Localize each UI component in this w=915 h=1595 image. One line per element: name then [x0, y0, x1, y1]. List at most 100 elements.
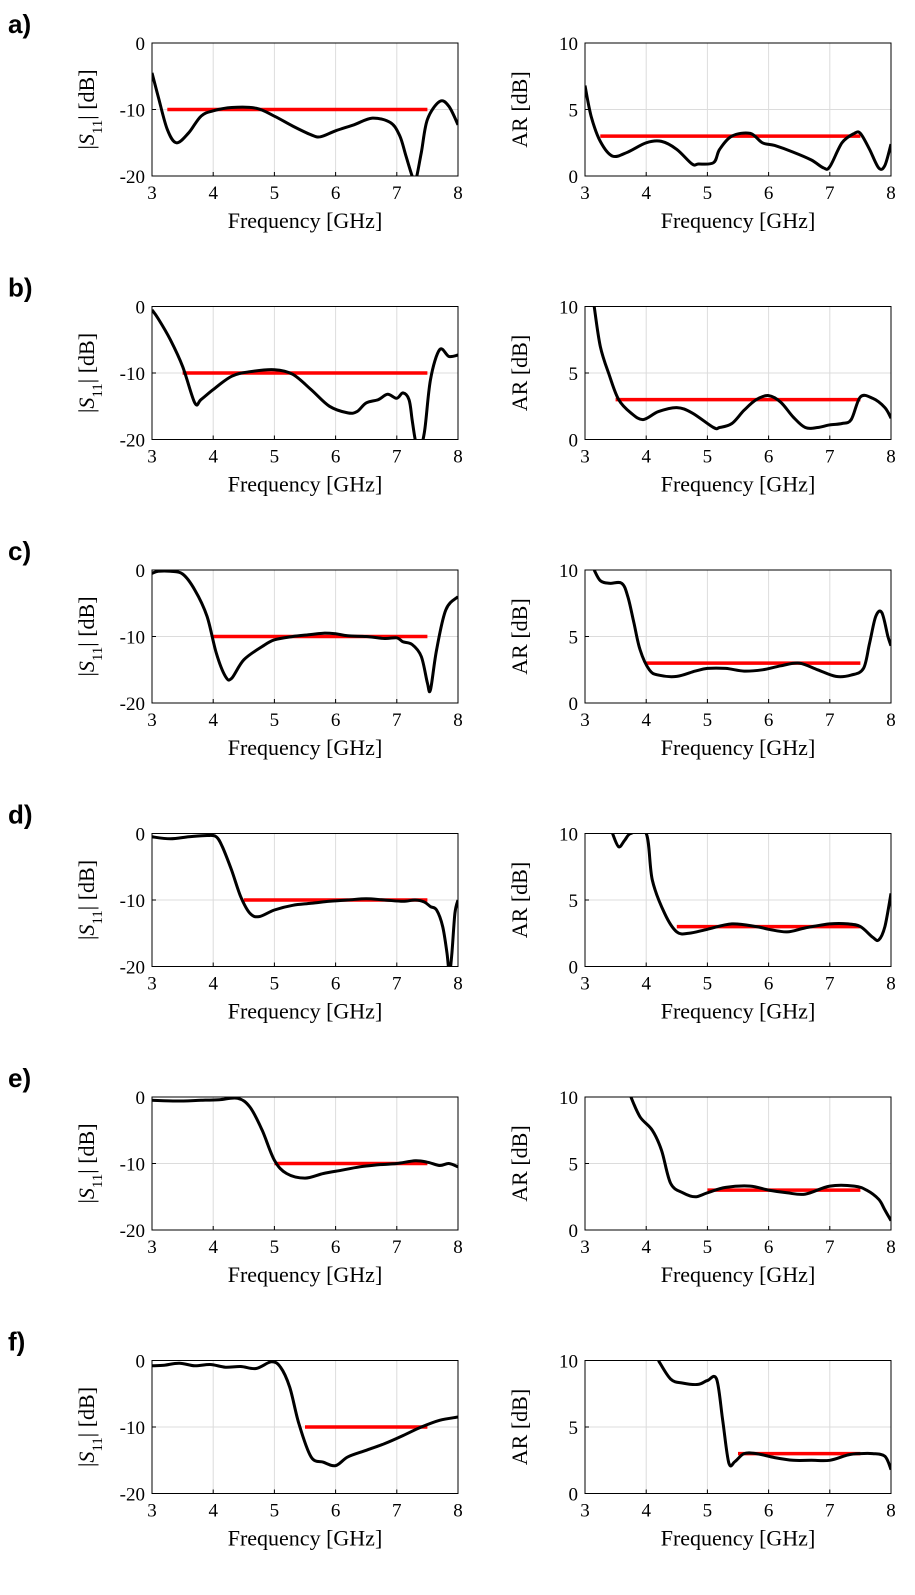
- x-tick-label: 3: [580, 183, 590, 204]
- x-tick-label: 5: [703, 447, 713, 468]
- x-axis-label: Frequency [GHz]: [661, 1526, 816, 1551]
- grid: [585, 1360, 891, 1494]
- y-tick-label: 10: [559, 1088, 578, 1109]
- y-axis-label-part: |: [74, 409, 99, 413]
- y-tick-label: 5: [569, 1155, 579, 1176]
- y-tick-label: 5: [569, 364, 579, 385]
- y-tick-label: 0: [136, 561, 146, 582]
- x-tick-label: 3: [580, 1501, 590, 1522]
- x-tick-label: 7: [392, 974, 402, 995]
- x-tick-label: 6: [764, 183, 774, 204]
- y-tick-label: 10: [559, 825, 578, 846]
- y-axis-label: |S11| [dB]: [74, 596, 106, 676]
- y-axis-label: AR [dB]: [507, 71, 532, 147]
- x-tick-label: 6: [764, 1501, 774, 1522]
- y-tick-label: -10: [120, 628, 145, 649]
- x-tick-label: 7: [825, 1501, 835, 1522]
- x-tick-label: 8: [886, 183, 896, 204]
- x-axis-label: Frequency [GHz]: [228, 999, 383, 1024]
- x-tick-label: 8: [886, 447, 896, 468]
- x-tick-label: 7: [825, 710, 835, 731]
- y-axis-label-part: 11: [90, 1174, 106, 1188]
- x-axis-label: Frequency [GHz]: [228, 1526, 383, 1551]
- y-axis-label-part: |: [74, 936, 99, 940]
- x-tick-label: 5: [703, 1501, 713, 1522]
- x-axis-label: Frequency [GHz]: [228, 472, 383, 497]
- x-tick-label: 7: [825, 1237, 835, 1258]
- y-tick-label: 0: [136, 34, 146, 55]
- panel-label: f): [8, 1327, 25, 1357]
- y-axis-label-part: | [dB]: [74, 69, 99, 119]
- x-tick-label: 4: [208, 974, 218, 995]
- x-tick-label: 8: [453, 183, 463, 204]
- y-tick-label: 10: [559, 1352, 578, 1373]
- chart-panel-10: 3 4 5 6 7 8 0 5 10 Frequency [GHz] AR [dB]: [507, 1088, 896, 1287]
- y-tick-label: -10: [120, 891, 145, 912]
- x-tick-label: 3: [147, 1237, 157, 1258]
- x-tick-label: 4: [208, 447, 218, 468]
- chart-panel-12: 3 4 5 6 7 8 0 5 10 Frequency [GHz] AR [dB]: [507, 1352, 896, 1551]
- y-axis-label-part: |: [74, 1199, 99, 1203]
- x-tick-label: 3: [580, 447, 590, 468]
- y-tick-label: -20: [120, 694, 145, 715]
- x-tick-label: 4: [641, 183, 651, 204]
- y-tick-label: 5: [569, 101, 579, 122]
- data-curve-s11: [152, 833, 458, 967]
- x-tick-label: 5: [270, 1237, 280, 1258]
- x-tick-label: 8: [886, 710, 896, 731]
- y-axis-label: |S11| [dB]: [74, 1123, 106, 1203]
- y-axis-label-part: S: [74, 925, 99, 936]
- y-axis-label-part: | [dB]: [74, 596, 99, 646]
- y-axis-label: |S11| [dB]: [74, 333, 106, 413]
- x-tick-label: 4: [641, 710, 651, 731]
- x-tick-label: 7: [825, 447, 835, 468]
- y-axis-label-part: 11: [90, 120, 106, 134]
- x-tick-label: 6: [764, 974, 774, 995]
- x-tick-label: 4: [208, 1501, 218, 1522]
- x-tick-label: 4: [641, 1237, 651, 1258]
- x-tick-label: 5: [270, 183, 280, 204]
- panel-label: c): [8, 536, 31, 566]
- x-tick-label: 7: [392, 710, 402, 731]
- grid: [585, 833, 891, 967]
- x-tick-label: 3: [147, 183, 157, 204]
- x-tick-label: 7: [392, 183, 402, 204]
- x-tick-label: 7: [825, 183, 835, 204]
- x-tick-label: 8: [453, 710, 463, 731]
- y-tick-label: 0: [569, 694, 579, 715]
- x-tick-label: 7: [825, 974, 835, 995]
- y-axis-label: AR [dB]: [507, 335, 532, 411]
- x-tick-label: 4: [208, 710, 218, 731]
- panel-label: e): [8, 1063, 31, 1093]
- panel-label: a): [8, 9, 31, 39]
- x-tick-label: 5: [270, 447, 280, 468]
- y-axis-label-part: |: [74, 1463, 99, 1467]
- x-tick-label: 4: [208, 183, 218, 204]
- y-tick-label: 0: [569, 431, 579, 452]
- y-axis-label: AR [dB]: [507, 598, 532, 674]
- x-axis-label: Frequency [GHz]: [228, 208, 383, 233]
- y-tick-label: -20: [120, 431, 145, 452]
- data-curve-ar: [611, 833, 891, 943]
- y-axis-label-part: S: [74, 661, 99, 672]
- x-axis-label: Frequency [GHz]: [661, 735, 816, 760]
- x-tick-label: 4: [208, 1237, 218, 1258]
- x-axis-label: Frequency [GHz]: [661, 1262, 816, 1287]
- data-curve-s11: [152, 1360, 458, 1468]
- x-tick-label: 4: [641, 974, 651, 995]
- x-tick-label: 8: [886, 1501, 896, 1522]
- chart-panel-8: 3 4 5 6 7 8 0 5 10 Frequency [GHz] AR [dB]: [507, 825, 896, 1024]
- y-axis-label-part: S: [74, 134, 99, 145]
- chart-panel-9: 3 4 5 6 7 8 -20 -10 0 Frequency [GHz] |S11| [dB] e): [8, 1063, 463, 1287]
- x-tick-label: 6: [331, 183, 341, 204]
- chart-panel-3: 3 4 5 6 7 8 -20 -10 0 Frequency [GHz] |S11| [dB] b): [8, 273, 463, 497]
- x-tick-label: 8: [453, 974, 463, 995]
- x-tick-label: 5: [703, 183, 713, 204]
- x-tick-label: 7: [392, 1237, 402, 1258]
- x-tick-label: 5: [270, 1501, 280, 1522]
- x-tick-label: 5: [703, 710, 713, 731]
- chart-panel-2: 3 4 5 6 7 8 0 5 10 Frequency [GHz] AR [dB]: [507, 34, 896, 233]
- y-tick-label: 0: [136, 298, 146, 319]
- y-axis-label-part: 11: [90, 647, 106, 661]
